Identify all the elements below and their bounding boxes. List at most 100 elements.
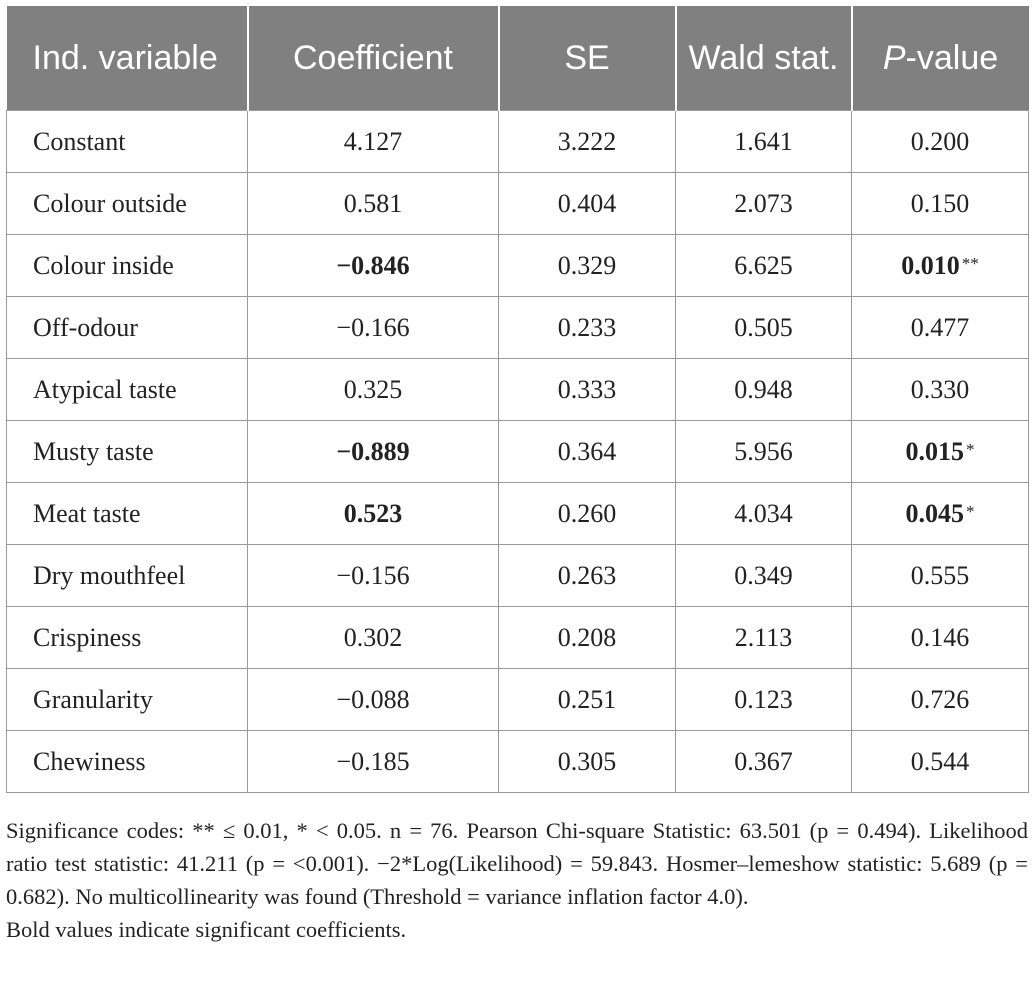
header-cell: P-value (850, 6, 1029, 111)
table-cell: 0.233 (498, 296, 676, 359)
cell-text: Colour outside (33, 188, 187, 218)
row-label: Colour inside (6, 234, 248, 297)
cell-text: 0.404 (557, 188, 617, 218)
header-text: Ind. variable (32, 39, 218, 77)
significance-mark: * (966, 501, 975, 521)
cell-text: Off-odour (33, 312, 138, 342)
table-cell: 0.948 (675, 358, 852, 421)
cell-text: Chewiness (33, 746, 146, 776)
table-cell: 0.263 (498, 544, 676, 607)
table-cell: 2.073 (675, 172, 852, 235)
table-cell: 0.523 (247, 482, 499, 545)
cell-text: Meat taste (33, 498, 141, 528)
row-label: Colour outside (6, 172, 248, 235)
cell-text: 0.948 (734, 374, 793, 404)
cell-text: Crispiness (33, 622, 142, 652)
cell-text: 5.956 (734, 436, 793, 466)
note: Significance codes: ** ≤ 0.01, * < 0.05.… (6, 818, 1028, 909)
table-cell: −0.088 (247, 668, 499, 731)
table-row: Colour outside 0.581 0.404 2.073 0.150 (6, 172, 1029, 235)
table-cell: 3.222 (498, 110, 676, 173)
header-cell: Wald stat. (674, 6, 852, 111)
cell-text: 4.034 (734, 498, 793, 528)
cell-text: 0.364 (557, 436, 617, 466)
row-label: Meat taste (6, 482, 248, 545)
table-cell: 0.325 (247, 358, 499, 421)
row-label: Chewiness (6, 730, 248, 793)
row-label: Dry mouthfeel (6, 544, 248, 607)
table-cell: 0.146 (851, 606, 1029, 669)
cell-text: 0.208 (557, 622, 617, 652)
header-row: Ind. variable Coefficient SE Wald stat. P-va… (6, 6, 1029, 111)
cell-text: 6.625 (734, 250, 793, 280)
table-cell: 0.364 (498, 420, 676, 483)
table-cell: 0.123 (675, 668, 852, 731)
header-text: P (882, 39, 906, 77)
cell-text: 0.200 (910, 126, 970, 156)
cell-text: 0.146 (910, 622, 970, 652)
cell-text: Musty taste (33, 436, 154, 466)
cell-text: Constant (33, 126, 126, 156)
note: Bold values indicate significant coeffic… (6, 917, 407, 942)
table-cell: −0.156 (247, 544, 499, 607)
table-cell: 0.200 (851, 110, 1029, 173)
table-cell: 2.113 (675, 606, 852, 669)
table-row: Dry mouthfeel −0.156 0.263 0.349 0.555 (6, 544, 1029, 607)
table-cell: 0.726 (851, 668, 1029, 731)
header-text: SE (564, 39, 610, 77)
cell-text: 0.015 (905, 436, 965, 466)
table-row: Off-odour −0.166 0.233 0.505 0.477 (6, 296, 1029, 359)
cell-text: Granularity (33, 684, 153, 714)
cell-text: 0.123 (734, 684, 793, 714)
table-cell: 0.260 (498, 482, 676, 545)
table-cell: 0.329 (498, 234, 676, 297)
row-label: Musty taste (6, 420, 248, 483)
table-cell: 4.034 (675, 482, 852, 545)
table-cell: 0.477 (851, 296, 1029, 359)
table-row: Crispiness 0.302 0.208 2.113 0.146 (6, 606, 1029, 669)
table-cell: 0.015 * (851, 420, 1029, 483)
cell-text: 0.260 (557, 498, 617, 528)
cell-text: 0.544 (910, 746, 970, 776)
header-cell: Coefficient (246, 6, 499, 111)
cell-text: 2.113 (734, 622, 793, 652)
header-cell: Ind. variable (6, 6, 248, 111)
header-cell: SE (497, 6, 676, 111)
table-row: Atypical taste 0.325 0.333 0.948 0.330 (6, 358, 1029, 421)
cell-text: Colour inside (33, 250, 174, 280)
cell-text: 0.045 (905, 498, 965, 528)
cell-text: −0.088 (336, 684, 410, 714)
header-text: Wald stat. (688, 39, 839, 77)
table-cell: 0.045 * (851, 482, 1029, 545)
table-cell: 0.349 (675, 544, 852, 607)
cell-text: 0.367 (734, 746, 793, 776)
results-table: Ind. variable Coefficient SE Wald stat. P-va… (6, 6, 1029, 793)
table-row: Colour inside −0.846 0.329 6.625 0.010 ** (6, 234, 1029, 297)
table-cell: 0.010 ** (851, 234, 1029, 297)
table-cell: 0.404 (498, 172, 676, 235)
cell-text: 0.251 (557, 684, 617, 714)
cell-text: 3.222 (557, 126, 617, 156)
cell-text: 4.127 (343, 126, 403, 156)
cell-text: 0.726 (910, 684, 970, 714)
cell-text: 0.233 (557, 312, 617, 342)
cell-text: Atypical taste (33, 374, 177, 404)
cell-text: 0.523 (343, 498, 403, 528)
cell-text: −0.889 (336, 436, 410, 466)
cell-text: −0.185 (336, 746, 410, 776)
cell-text: 0.150 (910, 188, 970, 218)
row-label: Granularity (6, 668, 248, 731)
footnotes: Significance codes: ** ≤ 0.01, * < 0.05.… (6, 814, 1028, 946)
table-cell: 0.251 (498, 668, 676, 731)
table-cell: −0.889 (247, 420, 499, 483)
significance-mark: * (966, 439, 975, 459)
table-cell: 0.208 (498, 606, 676, 669)
cell-text: −0.166 (336, 312, 410, 342)
table-cell: 0.505 (675, 296, 852, 359)
cell-text: 2.073 (734, 188, 793, 218)
significance-mark: ** (961, 253, 979, 273)
table-row: Meat taste 0.523 0.260 4.034 0.045 * (6, 482, 1029, 545)
cell-text: 0.263 (557, 560, 617, 590)
table-cell: 6.625 (675, 234, 852, 297)
